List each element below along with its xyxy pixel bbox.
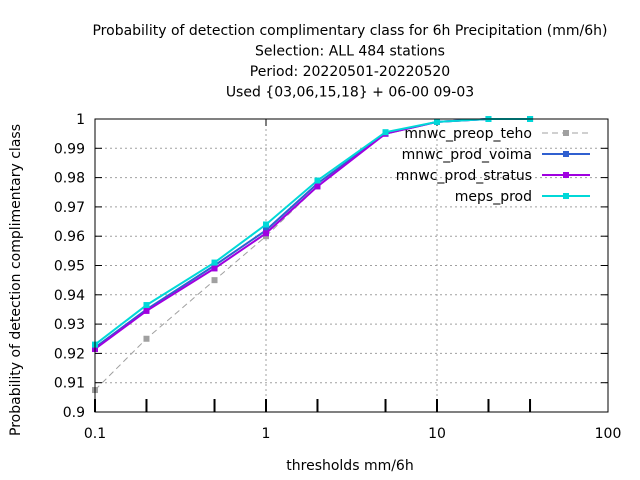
- y-tick-label: 0.9: [63, 405, 85, 421]
- data-point-mnwc_prod_stratus: [211, 265, 218, 272]
- data-point-mnwc_preop_teho: [143, 335, 150, 342]
- legend-label-mnwc_prod_voima: mnwc_prod_voima: [402, 147, 532, 163]
- data-point-meps_prod: [434, 118, 440, 125]
- data-point-mnwc_prod_stratus: [263, 230, 269, 237]
- x-tick-label: 10: [428, 426, 446, 442]
- y-tick-label: 0.94: [54, 288, 85, 304]
- data-point-meps_prod: [314, 177, 321, 184]
- data-point-mnwc_prod_stratus: [314, 183, 321, 190]
- legend-swatch-marker: [563, 151, 569, 157]
- title-line: Probability of detection complimentary c…: [92, 23, 607, 39]
- title-line: Selection: ALL 484 stations: [255, 44, 445, 60]
- data-point-meps_prod: [211, 259, 218, 266]
- y-tick-label: 0.91: [54, 376, 85, 392]
- legend-swatch-marker: [563, 130, 569, 136]
- legend-label-meps_prod: meps_prod: [455, 189, 532, 205]
- legend: mnwc_preop_teho mnwc_prod_voima mnwc_prod_…: [396, 126, 590, 205]
- legend-swatch-marker: [563, 172, 569, 178]
- legend-label-mnwc_preop_teho: mnwc_preop_teho: [404, 126, 532, 142]
- data-point-mnwc_prod_stratus: [143, 307, 150, 314]
- y-tick-label: 0.92: [54, 346, 85, 362]
- y-tick-label: 0.99: [54, 141, 85, 157]
- title-line: Period: 20220501-20220520: [250, 64, 450, 80]
- y-axis-label: Probability of detection complimentary c…: [8, 124, 24, 436]
- y-tick-label: 0.93: [54, 317, 85, 333]
- y-tick-label: 0.96: [54, 229, 85, 245]
- x-tick-label: 0.1: [84, 426, 106, 442]
- x-tick-label: 1: [262, 426, 271, 442]
- y-tick-label: 0.95: [54, 259, 85, 275]
- grid: [95, 119, 608, 412]
- data-point-meps_prod: [143, 302, 150, 309]
- plot-frame: [94, 118, 609, 413]
- x-axis-label: thresholds mm/6h: [286, 458, 413, 474]
- legend-swatch-marker: [563, 193, 569, 199]
- x-tick-label: 100: [595, 426, 622, 442]
- chart-title: Probability of detection complimentary c…: [92, 23, 607, 101]
- axis-ticks: 0.9 0.91 0.92 0.93 0.94 0.95 0.96 0.97 0.98 0.99 1…: [54, 112, 622, 442]
- y-tick-label: 1: [76, 112, 85, 128]
- data-point-meps_prod: [263, 221, 269, 228]
- legend-label-mnwc_prod_stratus: mnwc_prod_stratus: [396, 168, 532, 184]
- data-point-mnwc_preop_teho: [211, 277, 218, 284]
- y-tick-label: 0.98: [54, 171, 85, 187]
- y-tick-label: 0.97: [54, 200, 85, 216]
- title-line: Used {03,06,15,18} + 06-00 09-03: [226, 85, 474, 101]
- data-point-meps_prod: [382, 129, 389, 136]
